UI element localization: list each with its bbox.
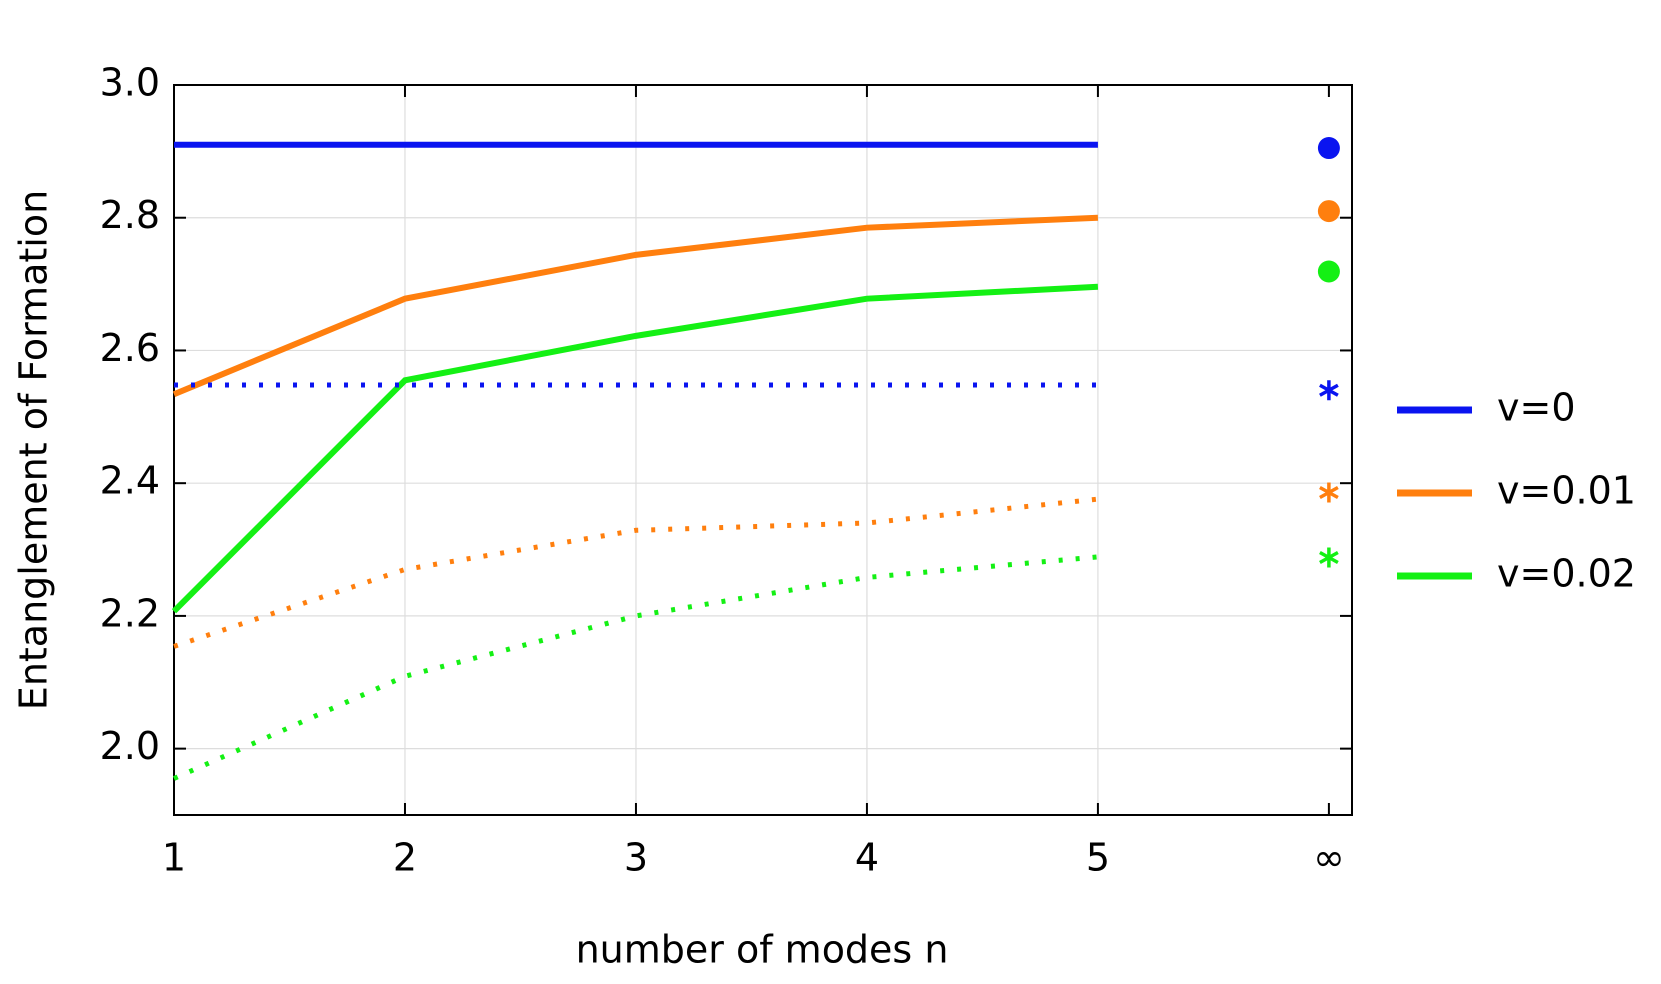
plot-frame: [173, 84, 1353, 816]
x-tick-label: 1: [162, 836, 186, 880]
y-tick-label: 3.0: [100, 61, 160, 105]
limit-star: [1319, 547, 1339, 568]
x-tick-label: 4: [855, 836, 879, 880]
legend-label: v=0: [1497, 386, 1576, 430]
y-tick-label: 2.6: [100, 326, 160, 370]
dotted-line: [173, 496, 1099, 649]
dotted-line: [172, 554, 1099, 781]
y-axis-label: Entanglement of Formation: [12, 190, 56, 710]
legend-label: v=0.01: [1497, 469, 1636, 513]
limit-star: [1319, 380, 1339, 401]
limit-star: [1319, 482, 1339, 503]
x-tick-label: ∞: [1313, 836, 1345, 880]
line: [171, 283, 1099, 614]
legend-label: v=0.02: [1497, 552, 1636, 596]
limit-dot: [1317, 200, 1340, 223]
line: [172, 214, 1099, 398]
x-tick-label: 5: [1086, 836, 1110, 880]
y-tick-label: 2.8: [100, 193, 160, 237]
x-tick-label: 2: [393, 836, 417, 880]
y-tick-label: 2.2: [100, 591, 160, 635]
x-tick-label: 3: [624, 836, 648, 880]
x-axis-label: number of modes n: [576, 928, 949, 972]
y-tick-label: 2.4: [100, 459, 160, 503]
y-tick-label: 2.0: [100, 724, 160, 768]
limit-dot: [1317, 137, 1340, 160]
limit-dot: [1317, 260, 1340, 283]
